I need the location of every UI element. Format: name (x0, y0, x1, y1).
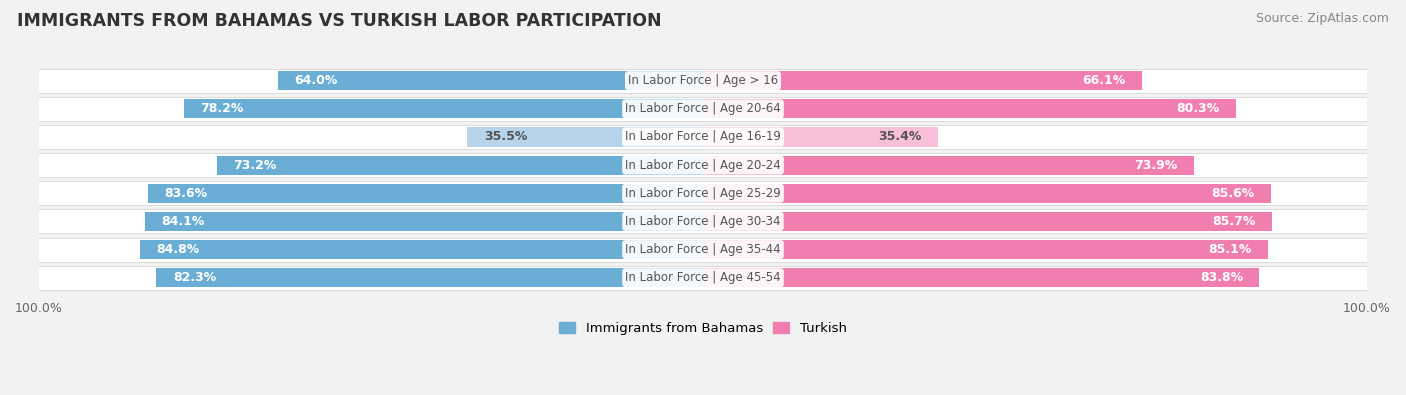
Bar (703, 268, 1260, 287)
Text: In Labor Force | Age 45-54: In Labor Force | Age 45-54 (626, 271, 780, 284)
Bar (25, 181, 1381, 205)
Text: 64.0%: 64.0% (295, 74, 337, 87)
Bar (703, 71, 1142, 90)
Bar (148, 184, 703, 203)
Text: 73.9%: 73.9% (1133, 159, 1177, 171)
Bar (25, 97, 1381, 121)
Bar (156, 268, 703, 287)
Bar (703, 99, 1236, 118)
Bar (139, 240, 703, 259)
Text: 35.4%: 35.4% (879, 130, 921, 143)
Text: In Labor Force | Age 30-34: In Labor Force | Age 30-34 (626, 215, 780, 228)
Text: Source: ZipAtlas.com: Source: ZipAtlas.com (1256, 12, 1389, 25)
Text: 80.3%: 80.3% (1177, 102, 1219, 115)
Text: 83.8%: 83.8% (1199, 271, 1243, 284)
Text: In Labor Force | Age > 16: In Labor Force | Age > 16 (628, 74, 778, 87)
Text: 85.7%: 85.7% (1212, 215, 1256, 228)
Bar (703, 128, 938, 147)
Bar (25, 153, 1381, 177)
Bar (703, 240, 1268, 259)
Text: 82.3%: 82.3% (173, 271, 217, 284)
Bar (25, 69, 1381, 93)
Text: In Labor Force | Age 20-24: In Labor Force | Age 20-24 (626, 159, 780, 171)
Text: 85.1%: 85.1% (1208, 243, 1251, 256)
Text: 83.6%: 83.6% (165, 187, 208, 200)
Bar (25, 266, 1381, 290)
Text: In Labor Force | Age 25-29: In Labor Force | Age 25-29 (626, 187, 780, 200)
Bar (703, 212, 1272, 231)
Bar (467, 128, 703, 147)
Text: In Labor Force | Age 35-44: In Labor Force | Age 35-44 (626, 243, 780, 256)
Text: 85.6%: 85.6% (1212, 187, 1254, 200)
Text: In Labor Force | Age 16-19: In Labor Force | Age 16-19 (626, 130, 780, 143)
Bar (184, 99, 703, 118)
Text: IMMIGRANTS FROM BAHAMAS VS TURKISH LABOR PARTICIPATION: IMMIGRANTS FROM BAHAMAS VS TURKISH LABOR… (17, 12, 661, 30)
Bar (278, 71, 703, 90)
Bar (25, 125, 1381, 149)
Text: 73.2%: 73.2% (233, 159, 277, 171)
Text: 84.8%: 84.8% (156, 243, 200, 256)
Bar (25, 237, 1381, 261)
Text: In Labor Force | Age 20-64: In Labor Force | Age 20-64 (626, 102, 780, 115)
Text: 78.2%: 78.2% (200, 102, 243, 115)
Bar (703, 156, 1194, 175)
Bar (217, 156, 703, 175)
Bar (145, 212, 703, 231)
Legend: Immigrants from Bahamas, Turkish: Immigrants from Bahamas, Turkish (554, 317, 852, 341)
Text: 84.1%: 84.1% (162, 215, 204, 228)
Text: 35.5%: 35.5% (484, 130, 527, 143)
Bar (25, 209, 1381, 233)
Text: 66.1%: 66.1% (1083, 74, 1125, 87)
Bar (703, 184, 1271, 203)
